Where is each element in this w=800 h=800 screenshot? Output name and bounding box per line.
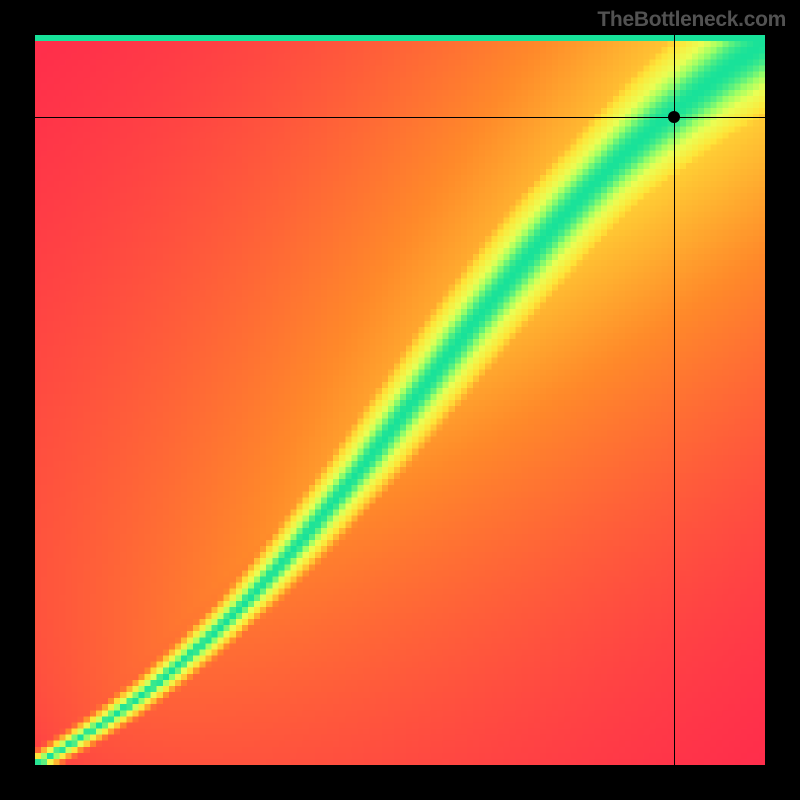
heatmap-canvas (35, 35, 765, 765)
crosshair-horizontal (35, 117, 765, 118)
data-point-marker (668, 111, 680, 123)
crosshair-vertical (674, 35, 675, 765)
watermark-text: TheBottleneck.com (597, 8, 786, 32)
heatmap-plot (35, 35, 765, 765)
